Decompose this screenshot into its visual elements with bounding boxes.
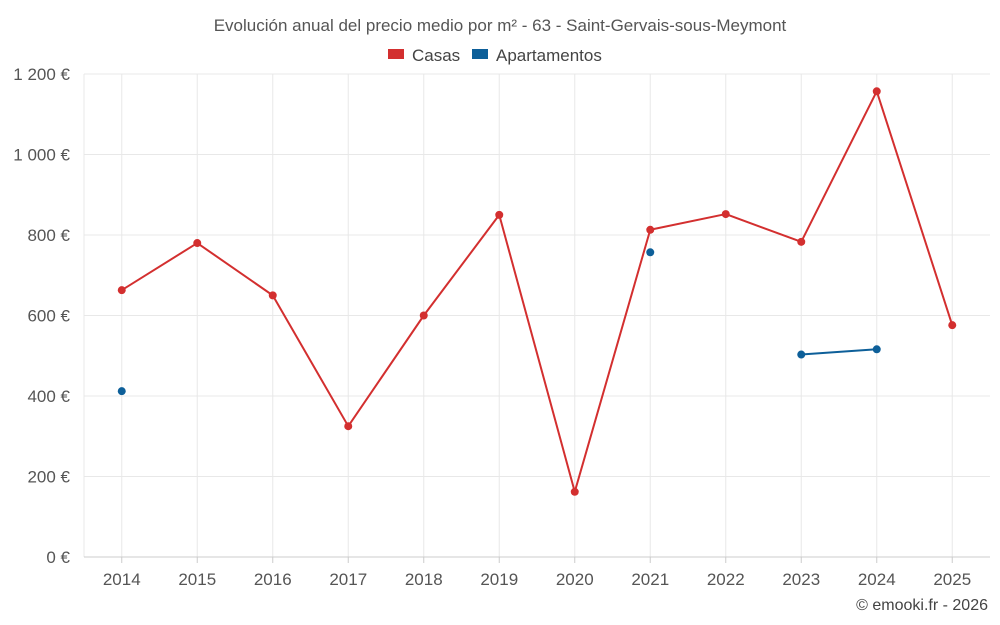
y-tick-label: 200 € bbox=[27, 468, 70, 487]
series-line-apartamentos bbox=[801, 348, 877, 356]
data-point-casas-2024[interactable] bbox=[872, 87, 881, 96]
legend-label-apartamentos: Apartamentos bbox=[496, 46, 602, 65]
data-point-casas-2021[interactable] bbox=[646, 225, 655, 234]
x-tick-label: 2016 bbox=[254, 570, 292, 589]
series-line-casas bbox=[121, 90, 954, 493]
data-point-apartamentos-2023[interactable] bbox=[797, 350, 806, 359]
x-tick-label: 2021 bbox=[631, 570, 669, 589]
legend-item-casas[interactable]: Casas bbox=[388, 46, 460, 65]
x-tick-label: 2015 bbox=[178, 570, 216, 589]
data-point-apartamentos-2014[interactable] bbox=[117, 387, 126, 396]
x-tick-label: 2024 bbox=[858, 570, 896, 589]
data-point-casas-2020[interactable] bbox=[570, 487, 579, 496]
grid bbox=[84, 73, 990, 557]
y-tick-label: 0 € bbox=[46, 548, 70, 567]
data-point-casas-2023[interactable] bbox=[797, 237, 806, 246]
legend: Casas Apartamentos bbox=[388, 46, 602, 65]
data-point-apartamentos-2021[interactable] bbox=[646, 248, 655, 257]
y-tick-label: 600 € bbox=[27, 307, 70, 326]
x-tick-label: 2025 bbox=[933, 570, 971, 589]
y-tick-label: 400 € bbox=[27, 387, 70, 406]
data-point-casas-2019[interactable] bbox=[495, 210, 504, 219]
x-tick-label: 2018 bbox=[405, 570, 443, 589]
x-tick-label: 2022 bbox=[707, 570, 745, 589]
x-tick-label: 2023 bbox=[782, 570, 820, 589]
y-tick-label: 1 000 € bbox=[13, 146, 70, 165]
data-point-casas-2025[interactable] bbox=[948, 321, 957, 330]
x-tick-label: 2017 bbox=[329, 570, 367, 589]
legend-swatch-apartamentos bbox=[472, 49, 488, 59]
legend-item-apartamentos[interactable]: Apartamentos bbox=[472, 46, 602, 65]
data-point-casas-2018[interactable] bbox=[419, 311, 428, 320]
y-tick-label: 1 200 € bbox=[13, 65, 70, 84]
y-tick-label: 800 € bbox=[27, 226, 70, 245]
credit-text: © emooki.fr - 2026 bbox=[856, 597, 988, 614]
data-point-casas-2017[interactable] bbox=[344, 422, 353, 431]
plot-area bbox=[117, 87, 957, 496]
data-point-casas-2016[interactable] bbox=[268, 291, 277, 300]
axes: 0 € 200 € 400 € 600 € 800 € 1 000 € 1 200 € 201… bbox=[13, 65, 990, 589]
legend-swatch-casas bbox=[388, 49, 404, 59]
data-point-apartamentos-2024[interactable] bbox=[872, 345, 881, 354]
data-point-casas-2014[interactable] bbox=[117, 286, 126, 295]
x-tick-label: 2019 bbox=[480, 570, 518, 589]
legend-label-casas: Casas bbox=[412, 46, 460, 65]
chart-title: Evolución anual del precio medio por m² … bbox=[214, 16, 787, 35]
x-tick-label: 2014 bbox=[103, 570, 141, 589]
data-point-casas-2022[interactable] bbox=[721, 210, 730, 219]
x-tick-label: 2020 bbox=[556, 570, 594, 589]
data-point-casas-2015[interactable] bbox=[193, 239, 202, 248]
